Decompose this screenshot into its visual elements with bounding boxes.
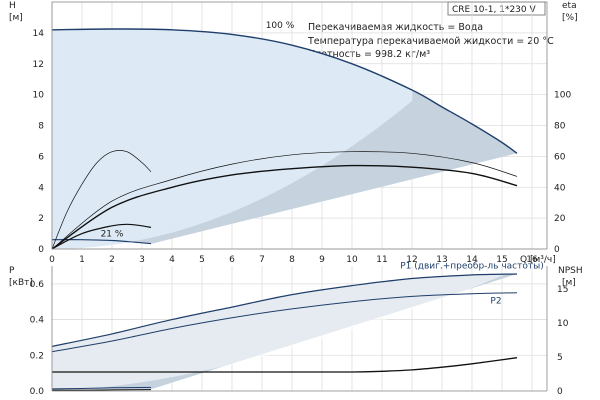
speed-annotation: 100 % [266,21,295,31]
npsh-tick-label: 15 [557,285,568,295]
h-tick-label: 4 [38,183,44,193]
bottom-curves [51,273,518,391]
x-tick-label: 3 [139,255,145,265]
curve-npsh [52,357,518,373]
npsh-tick-label: 0 [557,387,563,397]
top-xlabel: Q [м³/ч] [520,255,556,265]
x-tick-label: 12 [406,255,417,265]
x-tick-label: 2 [109,255,115,265]
x-tick-label: 6 [229,255,235,265]
p2-annotation: P2 [490,297,501,307]
eta-tick-label: 40 [554,183,566,193]
eta-tick-label: 0 [554,245,560,255]
curve-p_low [51,386,152,390]
eta-tick-label: 20 [554,214,566,224]
x-tick-label: 5 [199,255,205,265]
bottom-y2label: NPSH [558,266,583,276]
curve-eta_tall [51,150,152,250]
curve-eta_thick [51,164,518,250]
top-plot-frame [51,1,548,250]
liquid-label: Перекачиваемая жидкость = Вода [308,22,483,33]
h-tick-label: 8 [38,122,44,132]
h-tick-label: 0 [38,245,44,255]
bottom-y2label-unit: [м] [562,278,576,288]
h-tick-label: 6 [38,152,44,162]
curve-h100 [51,28,518,154]
curve-p2 [51,292,518,353]
top-y2label-unit: [%] [562,13,578,23]
h-tick-label: 2 [38,214,44,224]
h-tick-label: 14 [33,29,45,39]
bottom-ylabel: P [9,266,15,276]
npsh-tick-label: 5 [557,353,563,363]
high-head-region [52,29,413,249]
p-tick-label: 0.0 [30,387,45,397]
x-tick-label: 10 [346,255,358,265]
annotations: 100 % 21 % P1 (двиг.+преобр-ль частоты) P2 [101,21,544,306]
eta-tick-label: 80 [554,122,566,132]
h-tick-label: 12 [33,60,44,70]
eta-tick-label: 60 [554,152,566,162]
npsh-tick-label: 10 [557,319,569,329]
x-tick-label: 11 [376,255,387,265]
model-box: CRE 10-1, 1*230 V [447,1,546,16]
curve-eta_thin [51,151,518,250]
top-y2label: eta [562,1,577,11]
tick-labels: 0 1 2 3 4 5 6 7 8 9 10 11 12 13 14 15 160246810121402040… [30,29,572,397]
top-curves [51,28,518,250]
curve-eta_small [51,223,152,250]
x-tick-label: 7 [259,255,265,265]
curve-h21 [51,239,152,245]
eta-tick-label: 100 [554,91,571,101]
x-tick-label: 4 [169,255,175,265]
bottom-ylabel-unit: [кВт] [9,278,33,288]
x-tick-label: 9 [319,255,325,265]
x-tick-label: 13 [436,255,447,265]
x-tick-label: 8 [289,255,295,265]
h-tick-label: 10 [33,91,45,101]
speed-annotation: 21 % [101,230,124,240]
x-tick-label: 14 [466,255,478,265]
density-label: Плотность = 998.2 кг/м³ [308,49,430,60]
curve-npsh_low [52,389,152,391]
top-ylabel-unit: [м] [9,13,23,23]
x-tick-label: 16 [526,255,538,265]
x-tick-label: 15 [496,255,507,265]
temperature-label: Температура перекачиваемой жидкости = 20… [307,36,554,47]
model-label: CRE 10-1, 1*230 V [452,5,536,15]
p1-annotation: P1 (двиг.+преобр-ль частоты) [400,262,544,272]
top-ylabel: H [9,1,16,11]
operating-regions [52,29,517,391]
p-tick-label: 0.6 [30,280,45,290]
x-tick-label: 0 [49,255,55,265]
curve-p1 [51,273,518,347]
p-tick-label: 0.4 [30,316,45,326]
p-tick-label: 0.2 [30,351,44,361]
x-tick-label: 1 [79,255,85,265]
power-light-region [52,274,506,391]
